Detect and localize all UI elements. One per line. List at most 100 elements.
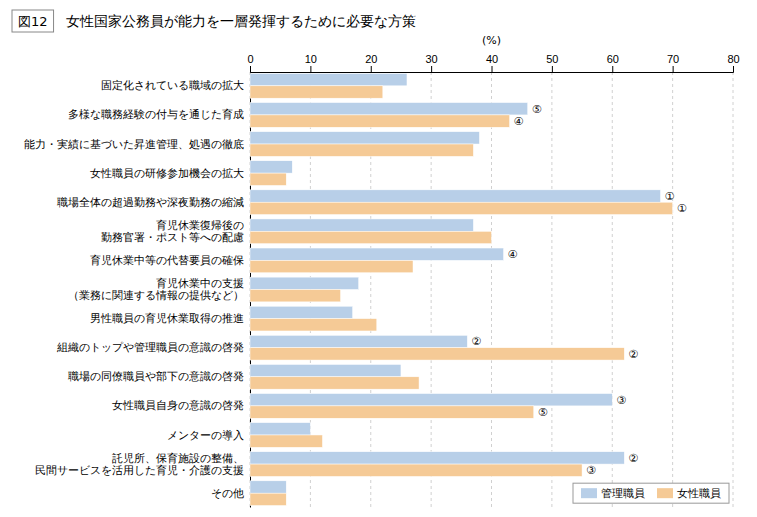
y-tick-label-line: 育児休業復帰後の	[156, 219, 244, 231]
y-tick: その他	[211, 487, 244, 499]
y-tick: 職場全体の超過勤務や深夜勤務の縮減	[57, 196, 244, 208]
y-tick-label-line: 組織のトップや管理職員の意識の啓発	[56, 341, 244, 353]
y-tick-label: 職場全体の超過勤務や深夜勤務の縮減	[57, 196, 244, 208]
y-tick-label-line: 職場全体の超過勤務や深夜勤務の縮減	[57, 196, 244, 208]
bar	[250, 190, 661, 202]
y-tick-label-line: 育児休業中等の代替要員の確保	[90, 254, 244, 266]
y-tick-label: 組織のトップや管理職員の意識の啓発	[56, 341, 244, 353]
y-tick-label-line: 民間サービスを活用した育児・介護の支援	[35, 464, 244, 476]
y-tick-label-line: 託児所、保育施設の整備、	[112, 452, 244, 464]
bar	[250, 219, 473, 231]
x-tick: 10	[305, 53, 317, 72]
bar	[250, 377, 419, 389]
x-tick-mark	[612, 66, 613, 72]
x-tick-label: 10	[305, 53, 317, 65]
y-tick-label: 託児所、保育施設の整備、民間サービスを活用した育児・介護の支援	[35, 452, 244, 476]
bar-annotation: ③	[616, 394, 626, 407]
x-axis-line	[251, 66, 734, 73]
x-tick: 60	[607, 53, 619, 72]
x-tick-mark	[371, 66, 372, 72]
grid-line	[551, 72, 552, 507]
bar	[250, 406, 534, 418]
bar	[250, 348, 624, 360]
figure-label-box	[12, 10, 54, 32]
legend-swatch	[581, 488, 597, 498]
bar-annotations: ①⑤④②③②①④②⑤③	[471, 103, 686, 478]
y-tick: 組織のトップや管理職員の意識の啓発	[56, 341, 244, 353]
y-tick-label-line: 勤務官署・ポスト等への配慮	[101, 231, 244, 243]
bar	[250, 115, 510, 127]
y-tick-label-line: 女性職員の研修参加機会の拡大	[90, 167, 244, 179]
x-tick: 20	[365, 53, 377, 72]
bar	[250, 231, 492, 243]
y-tick-label-line: 男性職員の育児休業取得の推進	[90, 312, 244, 324]
bar	[250, 423, 310, 435]
y-tick-label: メンターの導入	[167, 429, 244, 441]
x-axis: 01020304050607080	[247, 53, 739, 73]
bar	[250, 335, 467, 347]
y-tick-label: その他	[211, 487, 244, 499]
y-tick-label: 能力・実績に基づいた昇進管理、処遇の徹底	[24, 138, 244, 150]
title-group: 図12女性国家公務員が能力を一層発揮するために必要な方策	[12, 10, 416, 32]
y-tick-label: 多様な職務経験の付与を通じた育成	[68, 108, 244, 120]
bar-annotation: ②	[628, 452, 638, 465]
bar	[250, 86, 383, 98]
y-tick: 育児休業中等の代替要員の確保	[90, 254, 244, 266]
grid-line	[491, 72, 492, 507]
bar-annotation: ④	[514, 115, 524, 128]
bar	[250, 277, 359, 289]
bar-annotation: ④	[508, 248, 518, 261]
bar-annotation: ③	[586, 464, 596, 477]
bar-annotation: ⑤	[532, 103, 542, 116]
legend-frame	[573, 483, 729, 503]
plot: 01020304050607080(%)固定化されている職域の拡大多様な職務経験…	[24, 34, 740, 508]
x-tick-label: 80	[727, 53, 739, 65]
y-tick-label-line: 育児休業中の支援	[156, 277, 244, 289]
x-tick: 80	[727, 53, 739, 72]
bar	[250, 481, 286, 493]
figure-label: 図12	[18, 14, 48, 29]
y-tick-label-line: （業務に関連する情報の提供など）	[68, 289, 244, 302]
y-tick-label-line: その他	[211, 487, 244, 499]
x-tick-mark	[492, 66, 493, 72]
y-tick-label: 男性職員の育児休業取得の推進	[90, 312, 244, 324]
series-bars	[250, 73, 661, 493]
y-tick-label-line: 職場の同僚職員や部下の意識の啓発	[68, 370, 244, 382]
x-tick-mark	[673, 66, 674, 72]
y-tick-label-line: 多様な職務経験の付与を通じた育成	[68, 108, 244, 120]
bar-annotation: ②	[628, 348, 638, 361]
grid-line	[612, 72, 613, 507]
y-tick: 能力・実績に基づいた昇進管理、処遇の徹底	[24, 138, 244, 150]
bar	[250, 144, 473, 156]
bar	[250, 319, 377, 331]
bar	[250, 464, 582, 476]
y-tick: 女性職員自身の意識の啓発	[112, 399, 244, 411]
chart: 図12女性国家公務員が能力を一層発揮するために必要な方策010203040506…	[0, 0, 757, 517]
bar-annotation: ①	[665, 190, 675, 203]
x-tick-mark	[733, 66, 734, 72]
bar	[250, 394, 612, 406]
x-tick: 40	[486, 53, 498, 72]
y-tick-label: 女性職員自身の意識の啓発	[112, 399, 244, 411]
y-tick: 男性職員の育児休業取得の推進	[90, 312, 244, 324]
x-tick-label: 50	[546, 53, 558, 65]
bar	[250, 202, 673, 214]
y-tick: 固定化されている職域の拡大	[101, 79, 244, 91]
y-tick: 育児休業復帰後の勤務官署・ポスト等への配慮	[101, 219, 244, 243]
y-tick-label: 職場の同僚職員や部下の意識の啓発	[68, 370, 244, 382]
x-tick-mark	[431, 66, 432, 72]
y-axis: 固定化されている職域の拡大多様な職務経験の付与を通じた育成能力・実績に基づいた昇…	[24, 73, 251, 508]
bar	[250, 493, 286, 505]
bar	[250, 73, 407, 85]
bar-annotation: ②	[471, 335, 481, 348]
y-tick: 職場の同僚職員や部下の意識の啓発	[68, 370, 244, 382]
y-tick: 育児休業中の支援（業務に関連する情報の提供など）	[68, 277, 244, 302]
x-tick: 0	[247, 53, 253, 72]
bar	[250, 132, 479, 144]
bar	[250, 435, 322, 447]
bar	[250, 103, 528, 115]
bar	[250, 452, 624, 464]
x-axis-title: (%)	[482, 34, 501, 47]
y-tick: 女性職員の研修参加機会の拡大	[90, 167, 244, 179]
y-tick: 託児所、保育施設の整備、民間サービスを活用した育児・介護の支援	[35, 452, 244, 476]
